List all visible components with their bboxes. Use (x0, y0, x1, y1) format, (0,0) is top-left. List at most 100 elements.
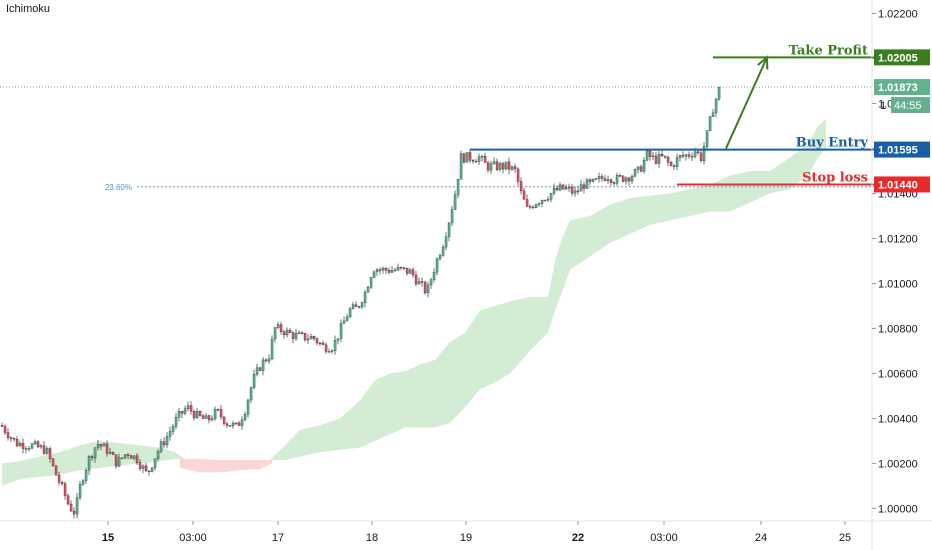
candle-bear (600, 176, 604, 179)
candle-bull (504, 161, 508, 170)
candle-bear (66, 495, 70, 505)
candle-bull (168, 431, 172, 437)
candle-bear (603, 178, 607, 181)
stop-loss-price-tag-bg (874, 176, 930, 193)
candle-bull (426, 284, 430, 294)
candle-bear (501, 163, 505, 170)
candle-bull (534, 204, 538, 208)
candle-bull (87, 456, 91, 471)
candle-bear (468, 152, 472, 161)
candle-bull (261, 359, 265, 371)
candle-bull (171, 426, 175, 432)
candle-bear (135, 455, 139, 464)
candle-bear (312, 336, 316, 339)
buy-entry-label: Buy Entry (796, 136, 869, 151)
candle-bear (666, 156, 670, 163)
fib-level-label: 23.60% (105, 183, 132, 192)
candle-bear (402, 267, 406, 269)
candle-bull (693, 151, 697, 157)
indicator-label: Ichimoku (6, 3, 51, 15)
candle-bear (324, 344, 328, 352)
candle-bull (363, 291, 367, 303)
candle-bear (72, 510, 76, 515)
candle-bull (510, 166, 514, 170)
candle-bull (657, 154, 661, 164)
candle-bear (522, 190, 526, 200)
candle-bear (423, 281, 427, 294)
candle-bull (234, 422, 238, 425)
candle-bull (585, 179, 589, 189)
candle-bull (348, 308, 352, 318)
candle-bear (471, 160, 475, 162)
candle-bear (618, 175, 622, 177)
candle-bull (447, 222, 451, 237)
candle-bull (645, 150, 649, 161)
candle-bull (153, 458, 157, 468)
candle-bear (21, 442, 25, 449)
candle-bear (621, 175, 625, 182)
candle-bear (129, 455, 133, 459)
x-tick-label: 22 (572, 532, 584, 544)
candle-bull (270, 338, 274, 360)
candle-bull (177, 411, 181, 418)
candle-bear (0, 425, 4, 427)
y-tick-label: 1.00000 (878, 503, 918, 515)
target-arrowhead (757, 55, 769, 70)
candle-bull (441, 246, 445, 256)
candle-bull (186, 405, 190, 410)
candle-bear (303, 333, 307, 341)
candle-bull (543, 199, 547, 202)
candle-bear (690, 156, 694, 158)
candle-bear (420, 281, 424, 283)
candle-bull (249, 387, 253, 401)
candle-bull (165, 436, 169, 446)
candle-bear (387, 270, 391, 273)
candle-bull (684, 154, 688, 157)
candle-bear (237, 422, 241, 426)
candle-bull (537, 203, 541, 205)
candle-bull (81, 480, 85, 485)
candle-bear (99, 444, 103, 447)
candle-bull (24, 448, 28, 450)
candle-bull (78, 483, 82, 498)
x-tick-label: 17 (272, 532, 284, 544)
candle-bull (453, 194, 457, 210)
candle-bear (486, 162, 490, 171)
candle-bull (456, 179, 460, 195)
candle-bull (450, 209, 454, 224)
candle-bull (630, 176, 634, 182)
candle-bull (591, 178, 595, 182)
countdown-label: 44:55 (894, 100, 922, 112)
y-tick-label: 1.00400 (878, 413, 918, 425)
candle-bull (615, 175, 619, 184)
candle-bull (102, 443, 106, 447)
candle-bear (180, 411, 184, 414)
candle-bear (147, 470, 151, 473)
x-tick-label: 19 (460, 532, 472, 544)
candle-bull (18, 442, 22, 447)
x-tick-label: 03:00 (650, 532, 678, 544)
candle-bull (108, 452, 112, 454)
candle-bear (561, 184, 565, 190)
candle-bull (651, 155, 655, 158)
candle-bear (588, 179, 592, 182)
candle-bear (69, 503, 73, 512)
candle-bear (513, 166, 517, 170)
y-tick-label: 1.02200 (878, 8, 918, 20)
candle-bull (285, 329, 289, 336)
candle-bear (207, 415, 211, 421)
candle-bull (465, 152, 469, 163)
candle-bull (252, 374, 256, 388)
candle-bear (411, 269, 415, 276)
y-tick-label: 1.00200 (878, 458, 918, 470)
candle-bear (576, 190, 580, 193)
candle-bull (678, 155, 682, 158)
candle-bull (369, 277, 373, 288)
candle-bull (351, 304, 355, 309)
y-tick-label: 1.01200 (878, 233, 918, 245)
x-tick-label: 03:00 (179, 532, 207, 544)
candle-bear (669, 162, 673, 166)
candle-bull (255, 367, 259, 375)
